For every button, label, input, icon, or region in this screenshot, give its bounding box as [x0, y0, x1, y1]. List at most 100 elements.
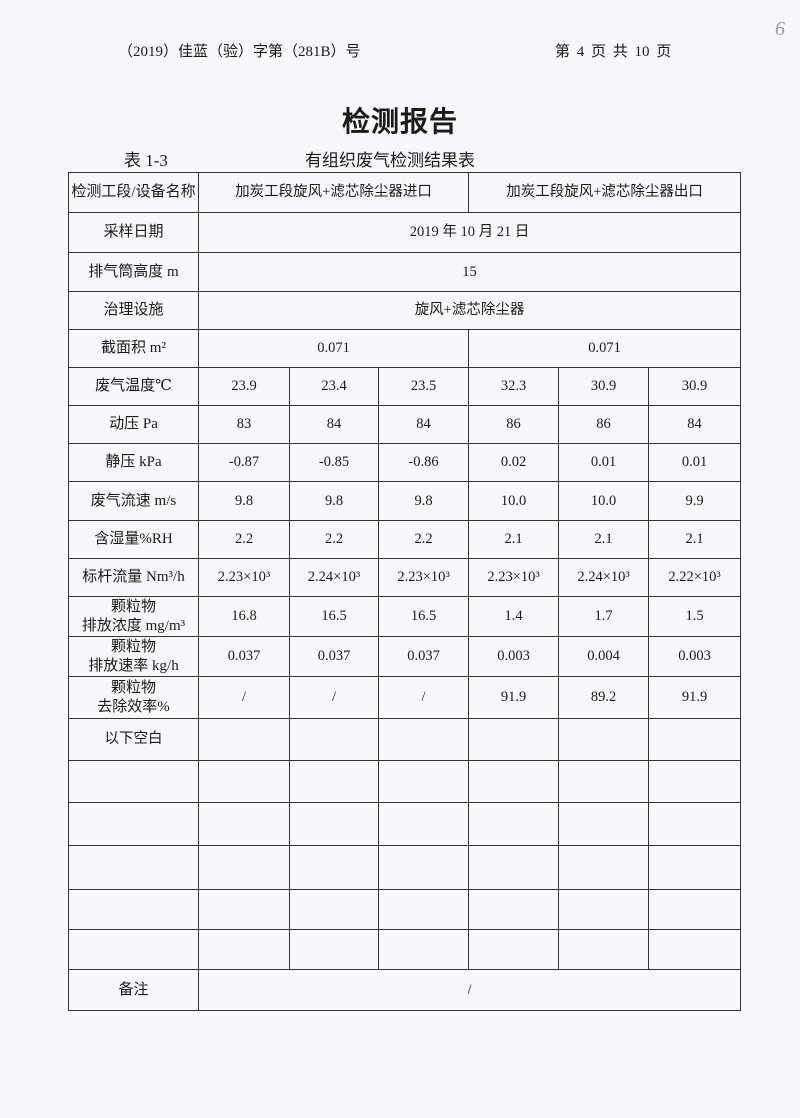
- blank-cell: [468, 845, 560, 890]
- value-cell: 91.9: [468, 676, 560, 719]
- area-outlet: 0.071: [468, 329, 742, 368]
- blank-cell: [648, 845, 742, 890]
- blank-cell: [377, 889, 470, 930]
- value-cell: 2.23×10³: [377, 558, 470, 597]
- value-cell: 2.1: [468, 520, 560, 559]
- blank-cell: [68, 929, 199, 970]
- treatment: 旋风+滤芯除尘器: [197, 291, 742, 330]
- value-cell: /: [289, 676, 379, 719]
- value-cell: -0.86: [377, 443, 470, 482]
- blank-cell: [198, 760, 290, 803]
- blank-cell: [648, 889, 742, 930]
- value-cell: 1.7: [558, 596, 650, 637]
- blank-cell: [558, 760, 650, 803]
- value-cell: 9.8: [198, 481, 290, 521]
- row-label: 静压 kPa: [68, 443, 199, 482]
- value-cell: 89.2: [558, 676, 650, 719]
- row-label: 废气流速 m/s: [68, 481, 199, 521]
- report-title: 检测报告: [341, 107, 458, 138]
- remarks: /: [197, 969, 742, 1011]
- value-cell: 2.2: [289, 520, 379, 559]
- value-cell: 2.23×10³: [198, 558, 290, 597]
- table-row: 颗粒物 排放浓度 mg/m³ 16.8 16.5 16.5 1.4 1.7 1.5: [68, 596, 742, 637]
- value-cell: 0.037: [289, 636, 379, 677]
- value-cell: 32.3: [468, 367, 560, 406]
- blank-cell: [377, 845, 470, 890]
- value-cell: 91.9: [648, 676, 742, 719]
- blank-cell: [468, 929, 560, 970]
- value-cell: 0.01: [558, 443, 650, 482]
- value-cell: 2.1: [558, 520, 650, 559]
- blank-cell: [468, 889, 560, 930]
- blank-cell: [648, 760, 742, 803]
- blank-cell: [198, 845, 290, 890]
- blank-row: [68, 929, 742, 970]
- value-cell: 10.0: [558, 481, 650, 521]
- value-cell: -0.85: [289, 443, 379, 482]
- value-cell: 23.4: [289, 367, 379, 406]
- blank-cell: [289, 718, 379, 761]
- document-number: （2019）佳蓝（验）字第（281B）号: [118, 44, 361, 60]
- value-cell: 83: [198, 405, 290, 444]
- value-cell: 84: [648, 405, 742, 444]
- blank-cell: [289, 929, 379, 970]
- blank-cell: [558, 929, 650, 970]
- table-title: 有组织废气检测结果表: [305, 151, 475, 170]
- value-cell: 2.24×10³: [289, 558, 379, 597]
- stack-height-label: 排气筒高度 m: [68, 252, 199, 292]
- value-cell: 16.5: [377, 596, 470, 637]
- treatment-label: 治理设施: [68, 291, 199, 330]
- value-cell: 2.2: [198, 520, 290, 559]
- blank-row: [68, 845, 742, 890]
- value-cell: 2.1: [648, 520, 742, 559]
- inlet-header: 加炭工段旋风+滤芯除尘器进口: [197, 172, 470, 213]
- blank-cell: [377, 760, 470, 803]
- blank-cell: [68, 802, 199, 846]
- value-cell: 1.5: [648, 596, 742, 637]
- row-label: 废气温度℃: [68, 367, 199, 406]
- value-cell: 30.9: [558, 367, 650, 406]
- blank-row: [68, 760, 742, 803]
- blank-cell: [648, 929, 742, 970]
- value-cell: 1.4: [468, 596, 560, 637]
- blank-cell: [468, 802, 560, 846]
- blank-cell: [198, 889, 290, 930]
- sampling-date-label: 采样日期: [68, 212, 199, 253]
- blank-cell: [648, 802, 742, 846]
- blank-cell: [468, 718, 560, 761]
- remarks-label: 备注: [68, 969, 199, 1011]
- row-label: 颗粒物 排放速率 kg/h: [68, 636, 199, 677]
- value-cell: 2.22×10³: [648, 558, 742, 597]
- value-cell: 10.0: [468, 481, 560, 521]
- value-cell: 0.003: [468, 636, 560, 677]
- value-cell: 0.037: [377, 636, 470, 677]
- value-cell: 16.5: [289, 596, 379, 637]
- blank-cell: [377, 802, 470, 846]
- value-cell: 9.8: [289, 481, 379, 521]
- table-row: 颗粒物 排放速率 kg/h 0.037 0.037 0.037 0.003 0.004 0.…: [68, 636, 742, 677]
- blank-cell: [377, 929, 470, 970]
- blank-cell: [198, 802, 290, 846]
- blank-cell: [289, 889, 379, 930]
- table-row: 废气温度℃ 23.9 23.4 23.5 32.3 30.9 30.9: [68, 367, 742, 406]
- row-label: 标杆流量 Nm³/h: [68, 558, 199, 597]
- blank-cell: [648, 718, 742, 761]
- blank-cell: [558, 718, 650, 761]
- area-inlet: 0.071: [197, 329, 470, 368]
- value-cell: /: [377, 676, 470, 719]
- stack-height: 15: [197, 252, 742, 292]
- value-cell: 9.8: [377, 481, 470, 521]
- page-info: 第 4 页 共 10 页: [555, 44, 672, 60]
- value-cell: 84: [289, 405, 379, 444]
- sampling-date: 2019 年 10 月 21 日: [197, 212, 742, 253]
- blank-cell: [198, 718, 290, 761]
- blank-cell: [198, 929, 290, 970]
- value-cell: 0.037: [198, 636, 290, 677]
- blank-cell: [558, 889, 650, 930]
- handwritten-page-number: 6: [775, 18, 785, 40]
- blank-row: [68, 889, 742, 930]
- table-row: 含湿量%RH 2.2 2.2 2.2 2.1 2.1 2.1: [68, 520, 742, 559]
- row-label: 颗粒物 排放浓度 mg/m³: [68, 596, 199, 637]
- value-cell: -0.87: [198, 443, 290, 482]
- blank-cell: [68, 760, 199, 803]
